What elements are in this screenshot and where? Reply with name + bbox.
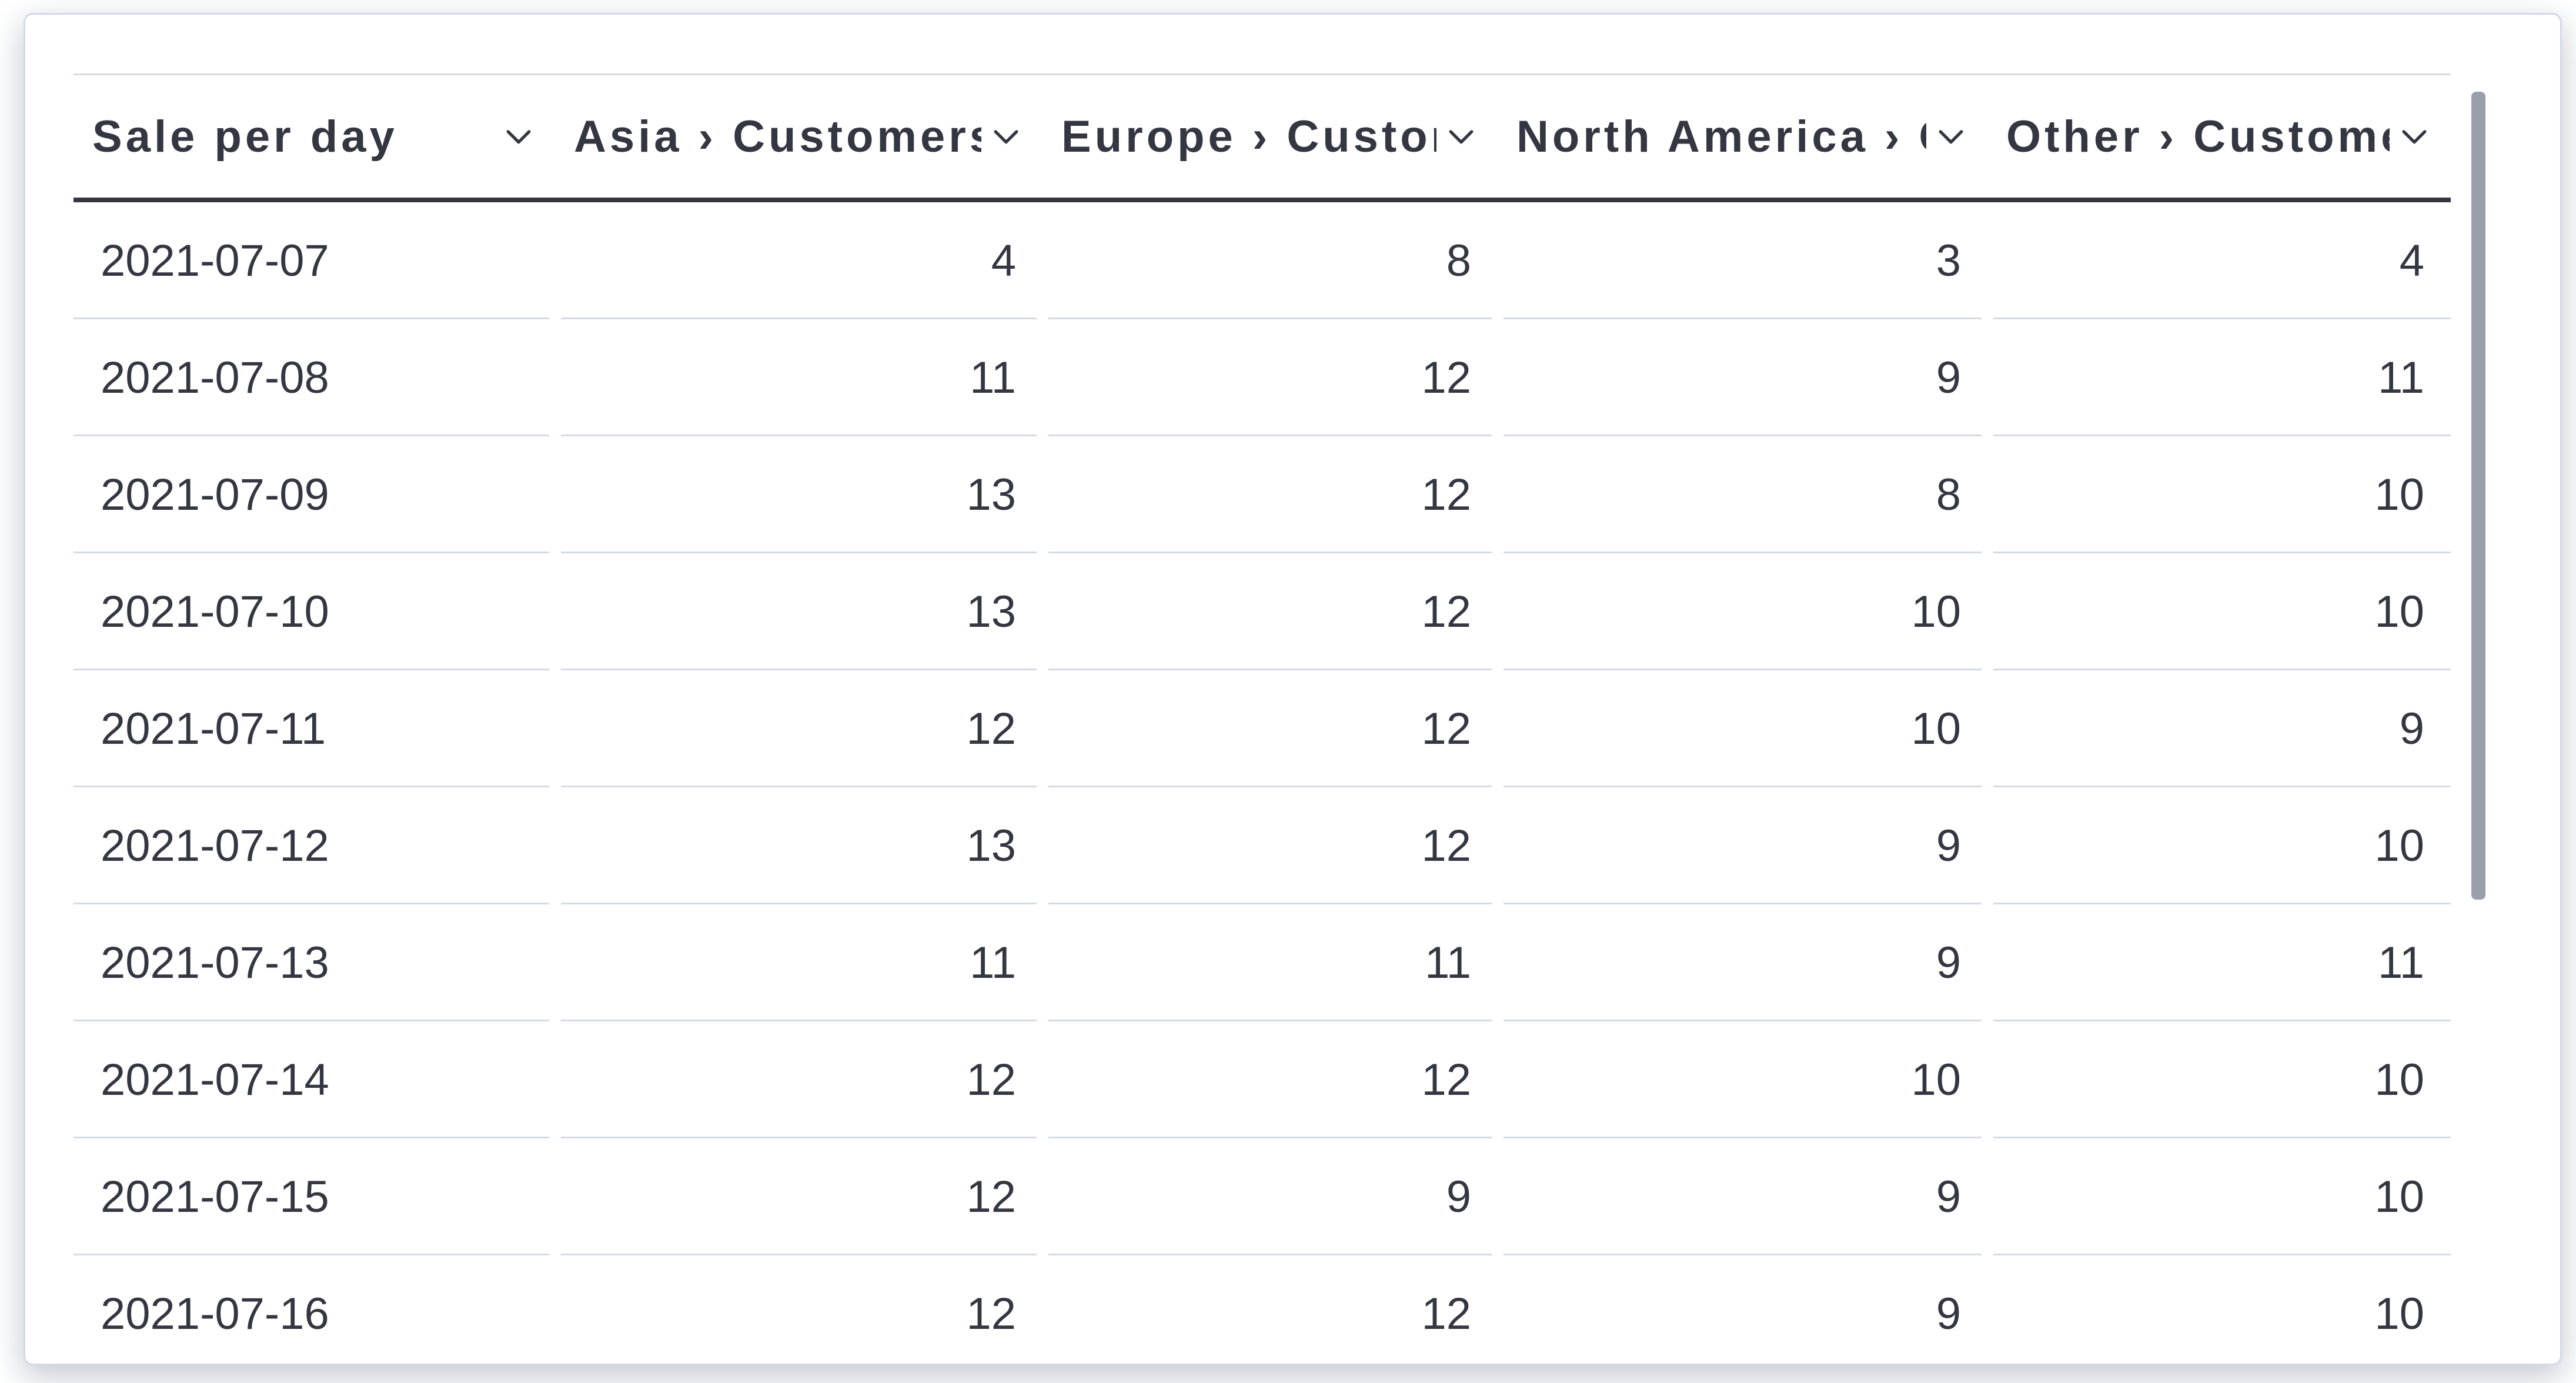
value-cell: 12 — [1043, 553, 1498, 670]
table-row: 2021-07-16 12 12 9 10 — [73, 1255, 2451, 1364]
column-header-europe-customers[interactable]: Europe › Customers — [1043, 75, 1498, 198]
vertical-scrollbar-thumb[interactable] — [2471, 92, 2485, 900]
column-header-label: Europe › Customers — [1061, 111, 1436, 162]
value-cell: 3 — [1498, 202, 1987, 319]
column-header-label: North America › Customers — [1516, 111, 1926, 162]
table-row: 2021-07-12 13 12 9 10 — [73, 787, 2451, 904]
table-row: 2021-07-15 12 9 9 10 — [73, 1138, 2451, 1255]
value-cell: 12 — [1043, 436, 1498, 553]
chevron-down-icon — [1936, 121, 1966, 152]
value-cell: 13 — [555, 787, 1043, 904]
table-row: 2021-07-13 11 11 9 11 — [73, 904, 2451, 1021]
value-cell: 10 — [1987, 1021, 2451, 1138]
value-cell: 9 — [1498, 319, 1987, 436]
column-header-sale-per-day[interactable]: Sale per day — [73, 75, 555, 198]
value-cell: 4 — [555, 202, 1043, 319]
column-header-label: Other › Customers — [2006, 111, 2390, 162]
table-row: 2021-07-10 13 12 10 10 — [73, 553, 2451, 670]
chevron-down-icon — [2399, 121, 2430, 152]
value-cell: 9 — [1498, 904, 1987, 1021]
column-header-asia-customers[interactable]: Asia › Customers — [555, 75, 1043, 198]
chevron-down-icon — [991, 121, 1021, 152]
value-cell: 10 — [1498, 670, 1987, 787]
value-cell: 11 — [555, 319, 1043, 436]
value-cell: 10 — [1987, 787, 2451, 904]
date-cell: 2021-07-11 — [73, 670, 555, 787]
value-cell: 10 — [1498, 553, 1987, 670]
value-cell: 10 — [1498, 1021, 1987, 1138]
value-cell: 13 — [555, 436, 1043, 553]
date-cell: 2021-07-07 — [73, 202, 555, 319]
value-cell: 12 — [555, 670, 1043, 787]
date-cell: 2021-07-12 — [73, 787, 555, 904]
date-cell: 2021-07-15 — [73, 1138, 555, 1255]
value-cell: 9 — [1498, 787, 1987, 904]
value-cell: 12 — [1043, 787, 1498, 904]
date-cell: 2021-07-16 — [73, 1255, 555, 1364]
chevron-down-icon — [503, 121, 534, 152]
table-row: 2021-07-14 12 12 10 10 — [73, 1021, 2451, 1138]
value-cell: 12 — [1043, 319, 1498, 436]
date-cell: 2021-07-08 — [73, 319, 555, 436]
value-cell: 10 — [1987, 436, 2451, 553]
table-row: 2021-07-07 4 8 3 4 — [73, 202, 2451, 319]
value-cell: 8 — [1498, 436, 1987, 553]
value-cell: 9 — [1498, 1138, 1987, 1255]
value-cell: 12 — [1043, 1021, 1498, 1138]
table-row: 2021-07-08 11 12 9 11 — [73, 319, 2451, 436]
value-cell: 11 — [1987, 319, 2451, 436]
value-cell: 8 — [1043, 202, 1498, 319]
value-cell: 12 — [1043, 1255, 1498, 1364]
value-cell: 9 — [1043, 1138, 1498, 1255]
value-cell: 13 — [555, 553, 1043, 670]
table-row: 2021-07-09 13 12 8 10 — [73, 436, 2451, 553]
column-header-other-customers[interactable]: Other › Customers — [1987, 75, 2451, 198]
column-header-north-america-customers[interactable]: North America › Customers — [1498, 75, 1987, 198]
date-cell: 2021-07-13 — [73, 904, 555, 1021]
value-cell: 12 — [555, 1021, 1043, 1138]
value-cell: 11 — [1987, 904, 2451, 1021]
chevron-down-icon — [1446, 121, 1476, 152]
value-cell: 9 — [1498, 1255, 1987, 1364]
value-cell: 12 — [555, 1138, 1043, 1255]
date-cell: 2021-07-14 — [73, 1021, 555, 1138]
value-cell: 10 — [1987, 553, 2451, 670]
value-cell: 4 — [1987, 202, 2451, 319]
value-cell: 11 — [1043, 904, 1498, 1021]
data-grid: Sale per day Asia › Customers Europe › C… — [73, 74, 2451, 1364]
datatable-panel: Sale per day Asia › Customers Europe › C… — [24, 13, 2562, 1365]
date-cell: 2021-07-09 — [73, 436, 555, 553]
date-cell: 2021-07-10 — [73, 553, 555, 670]
value-cell: 12 — [1043, 670, 1498, 787]
value-cell: 9 — [1987, 670, 2451, 787]
column-header-label: Asia › Customers — [574, 111, 981, 162]
value-cell: 10 — [1987, 1255, 2451, 1364]
column-header-label: Sale per day — [92, 111, 398, 162]
table-row: 2021-07-11 12 12 10 9 — [73, 670, 2451, 787]
value-cell: 12 — [555, 1255, 1043, 1364]
value-cell: 10 — [1987, 1138, 2451, 1255]
table-header-row: Sale per day Asia › Customers Europe › C… — [73, 74, 2451, 202]
value-cell: 11 — [555, 904, 1043, 1021]
